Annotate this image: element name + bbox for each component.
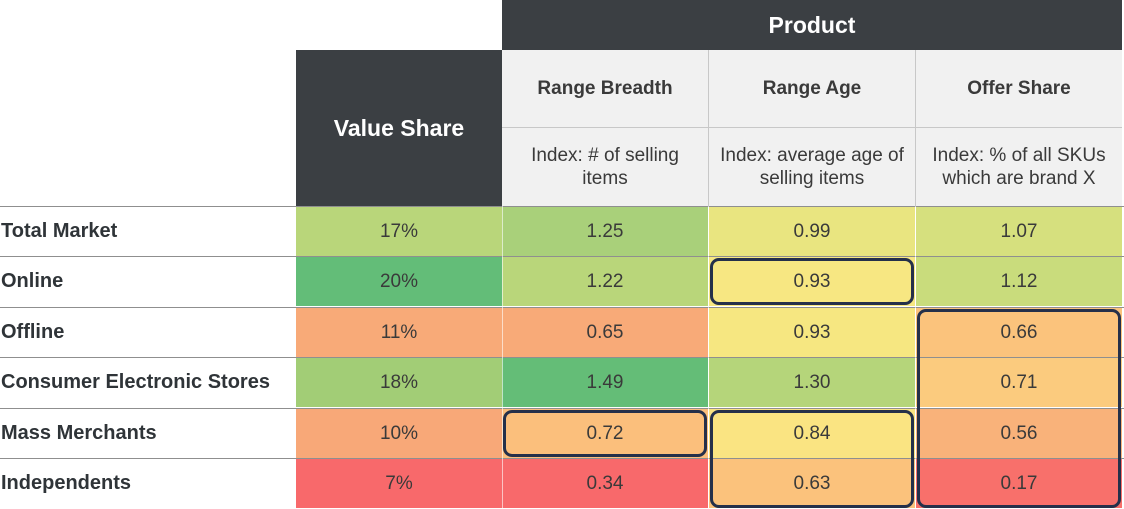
cell-range-age: 0.84: [709, 409, 915, 458]
cell-range-age: 0.63: [709, 459, 915, 508]
header-divider: [502, 127, 1122, 128]
column-title: Range Breadth: [537, 78, 673, 99]
row-label: Independents: [1, 472, 132, 494]
cell-value-share: 20%: [296, 257, 502, 306]
cell-value-share: 10%: [296, 409, 502, 458]
cell-range-breadth: 1.49: [502, 358, 708, 407]
cell-value-share: 18%: [296, 358, 502, 407]
cell-range-breadth: 0.34: [502, 459, 708, 508]
row-label: Total Market: [1, 220, 118, 242]
column-divider: [502, 206, 503, 509]
row-label: Online: [1, 270, 64, 292]
cell-range-age: 1.30: [709, 358, 915, 407]
column-subtitle: Index: # of selling items: [531, 145, 679, 189]
cell-range-breadth: 0.65: [502, 308, 708, 357]
row-label: Mass Merchants: [1, 422, 157, 444]
row-divider: [0, 357, 1124, 358]
row-divider: [0, 307, 1124, 308]
cell-value-share: 7%: [296, 459, 502, 508]
header-col-divider: [915, 50, 916, 206]
column-header-offer-share: Offer Share: [916, 50, 1122, 127]
column-divider: [708, 206, 709, 509]
cell-value-share: 11%: [296, 308, 502, 357]
row-divider: [0, 408, 1124, 409]
column-subtitle: Index: average age of selling items: [720, 145, 904, 189]
column-subtitle: Index: % of all SKUs which are brand X: [932, 145, 1106, 189]
cell-range-age: 0.99: [709, 207, 915, 256]
cell-range-age: 0.93: [709, 308, 915, 357]
cell-offer-share: 1.07: [916, 207, 1122, 256]
column-title: Offer Share: [967, 78, 1071, 99]
cell-offer-share: 0.56: [916, 409, 1122, 458]
header-col-divider: [708, 50, 709, 206]
product-group-label: Product: [768, 11, 856, 38]
cell-range-breadth: 0.72: [502, 409, 708, 458]
row-divider: [0, 256, 1124, 257]
column-divider: [915, 206, 916, 509]
cell-range-age: 0.93: [709, 257, 915, 306]
value-share-label: Value Share: [333, 114, 465, 141]
product-group-header: Product: [502, 0, 1122, 50]
highlight-box: [710, 258, 914, 305]
row-label: Offline: [1, 321, 65, 343]
cell-value-share: 17%: [296, 207, 502, 256]
column-header-range-breadth: Range Breadth: [502, 50, 708, 127]
cell-range-breadth: 1.22: [502, 257, 708, 306]
row-label: Consumer Electronic Stores: [1, 371, 270, 393]
cell-offer-share: 0.71: [916, 358, 1122, 407]
row-divider: [0, 206, 1124, 207]
cell-offer-share: 0.66: [916, 308, 1122, 357]
highlight-box: [917, 309, 1121, 508]
highlight-box: [710, 410, 914, 508]
cell-offer-share: 1.12: [916, 257, 1122, 306]
column-title: Range Age: [762, 78, 862, 99]
column-subtitle-range-breadth: Index: # of selling items: [502, 128, 708, 206]
column-header-range-age: Range Age: [709, 50, 915, 127]
value-share-header: Value Share: [296, 50, 502, 206]
row-divider: [0, 458, 1124, 459]
column-subtitle-range-age: Index: average age of selling items: [709, 128, 915, 206]
cell-offer-share: 0.17: [916, 459, 1122, 508]
cell-range-breadth: 1.25: [502, 207, 708, 256]
column-subtitle-offer-share: Index: % of all SKUs which are brand X: [916, 128, 1122, 206]
highlight-box: [503, 410, 707, 457]
